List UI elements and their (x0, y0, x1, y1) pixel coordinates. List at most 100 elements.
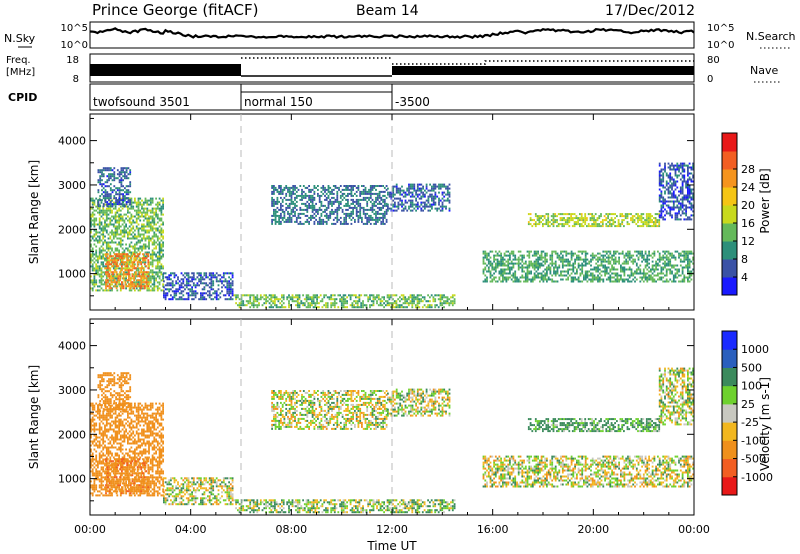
power-cell (162, 199, 164, 202)
power-cell (579, 213, 581, 216)
power-cell (288, 186, 291, 189)
power-cell (658, 225, 661, 228)
power-cell (604, 258, 606, 261)
power-cell (406, 302, 408, 305)
power-cell (156, 207, 159, 210)
power-cell (242, 302, 245, 305)
power-cell (616, 276, 619, 279)
power-cell (101, 169, 103, 172)
power-cell (97, 259, 99, 262)
power-cell (285, 198, 288, 201)
power-cell (318, 194, 321, 197)
power-cell (420, 197, 423, 200)
power-cell (119, 209, 122, 212)
power-cell (674, 258, 677, 261)
power-cell (134, 273, 136, 276)
power-cell (482, 250, 485, 253)
power-cell (669, 272, 672, 275)
power-cell (660, 210, 663, 213)
power-cell (443, 195, 446, 198)
power-cell (570, 280, 573, 283)
power-cell (104, 229, 106, 232)
power-cell (642, 280, 645, 283)
power-cell (97, 223, 99, 226)
power-cell (496, 280, 499, 283)
power-cell (446, 197, 449, 200)
power-cell (333, 306, 336, 309)
power-cell (111, 189, 114, 192)
power-cell (535, 260, 538, 263)
power-cell (122, 195, 124, 198)
power-cell (416, 207, 419, 210)
power-cell (445, 205, 447, 208)
power-cell (489, 276, 492, 279)
power-cell (660, 196, 663, 199)
power-cell (185, 298, 188, 301)
power-cell (119, 267, 122, 270)
power-cell (382, 185, 384, 187)
power-cell (137, 203, 140, 206)
power-cell (399, 306, 401, 309)
power-cell (305, 306, 308, 309)
power-cell (572, 270, 575, 273)
power-cell (254, 300, 257, 303)
power-cell (584, 256, 587, 259)
power-cell (660, 212, 663, 215)
power-cell (607, 215, 609, 218)
power-cell (557, 223, 560, 226)
power-cell (149, 253, 152, 256)
power-cell (635, 270, 638, 273)
power-cell (166, 294, 169, 297)
power-cell (388, 298, 391, 301)
power-cell (658, 188, 661, 191)
power-cell (278, 220, 280, 223)
power-cell (107, 237, 110, 240)
power-cell (665, 278, 668, 281)
power-cell (128, 271, 130, 274)
power-cell (90, 207, 92, 210)
power-cell (350, 206, 353, 209)
power-cell (550, 215, 553, 218)
power-cell (142, 259, 144, 262)
power-cell (665, 204, 668, 207)
power-cell (451, 296, 454, 299)
power-cell (139, 235, 142, 238)
power-cell (358, 294, 361, 297)
power-cell (180, 284, 183, 287)
power-cell (325, 220, 328, 223)
power-cell (416, 205, 419, 208)
power-cell (424, 205, 426, 208)
power-cell (487, 254, 490, 257)
power-cell (372, 300, 375, 303)
power-cell (90, 239, 92, 242)
power-cell (348, 192, 351, 195)
power-cell (294, 198, 296, 201)
power-cell (674, 276, 677, 279)
power-cell (665, 184, 668, 187)
power-cell (348, 212, 351, 215)
power-cell (350, 210, 353, 213)
power-cell (554, 264, 557, 267)
power-cell (674, 274, 677, 277)
power-cell (156, 275, 159, 278)
power-cell (411, 294, 414, 297)
power-cell (114, 229, 117, 232)
power-cell (208, 294, 211, 297)
power-cell (611, 258, 613, 261)
power-cell (593, 225, 595, 228)
power-cell (309, 298, 311, 301)
power-cell (95, 197, 98, 200)
power-cell (552, 219, 555, 222)
power-cell (523, 266, 525, 269)
power-cell (360, 294, 363, 297)
power-cell (418, 183, 421, 186)
power-cell (304, 196, 307, 199)
power-cell (383, 214, 386, 217)
power-cell (245, 300, 248, 303)
power-cell (331, 222, 333, 225)
power-cell (517, 258, 520, 261)
power-cell (90, 257, 92, 260)
power-cell (240, 304, 243, 307)
power-cell (290, 196, 293, 199)
power-cell (385, 208, 388, 211)
